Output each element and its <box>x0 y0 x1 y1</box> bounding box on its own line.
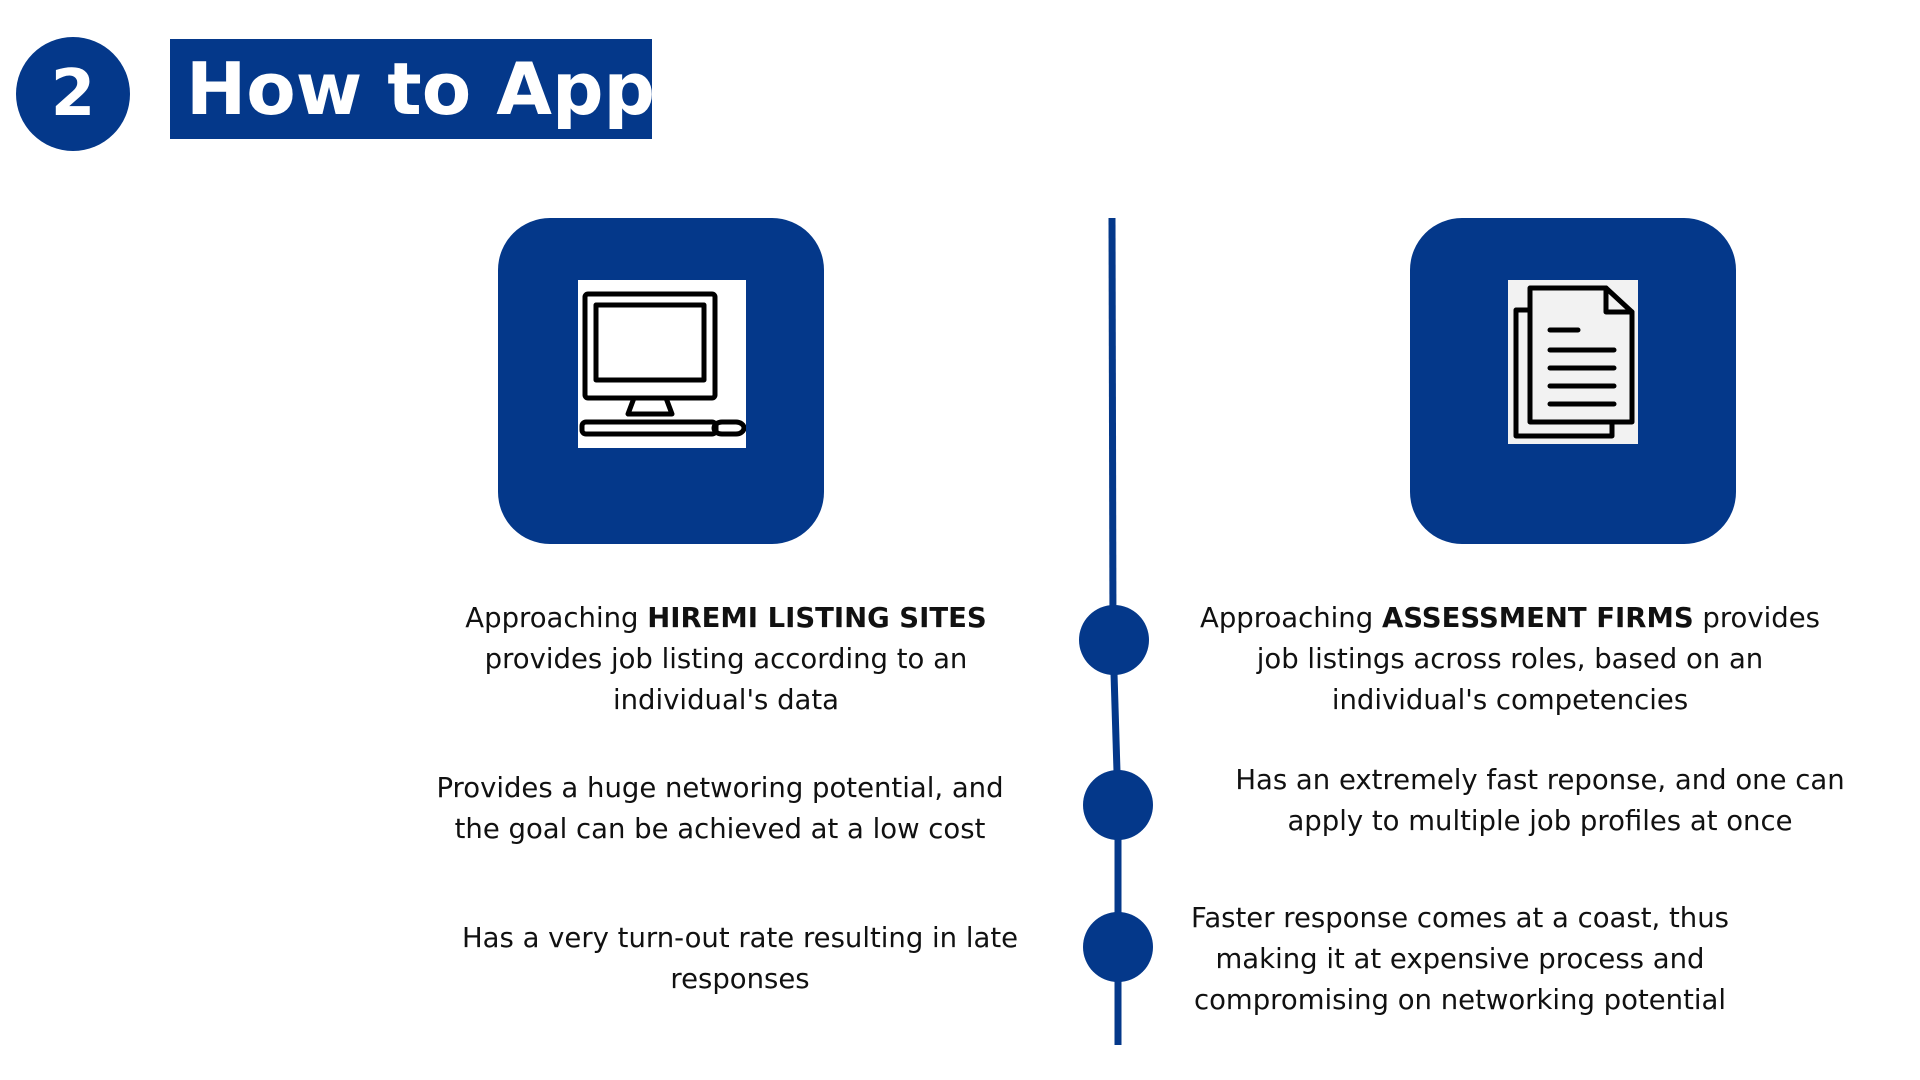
text-line: individual's competencies <box>1331 684 1689 716</box>
assessment-firms-description: Approaching ASSESSMENT FIRMS provides jo… <box>1160 598 1860 721</box>
text-line: Has a very turn-out rate resulting in la… <box>461 922 1019 954</box>
listing-sites-description: Approaching HIREMI LISTING SITES provide… <box>420 598 1032 721</box>
text-line: Faster response comes at a coast, thus <box>1191 902 1729 934</box>
text-line: making it at expensive process and <box>1215 943 1705 975</box>
listing-sites-con: Has a very turn-out rate resulting in la… <box>420 918 1060 1000</box>
text-line: Has an extremely fast reponse, and one c… <box>1235 764 1845 796</box>
text-line: apply to multiple job profiles at once <box>1287 805 1793 837</box>
text-suffix: provides <box>1693 602 1820 634</box>
assessment-firms-pro: Has an extremely fast reponse, and one c… <box>1200 760 1880 842</box>
assessment-firms-con: Faster response comes at a coast, thus m… <box>1150 898 1770 1021</box>
step-number-badge: 2 <box>16 37 130 151</box>
assessment-firms-name: ASSESSMENT FIRMS <box>1381 602 1694 634</box>
text-line: Provides a huge networing potential, and <box>436 772 1004 804</box>
listing-sites-pro: Provides a huge networing potential, and… <box>400 768 1040 850</box>
text-prefix: Approaching <box>1200 602 1382 634</box>
timeline-segment <box>1108 217 1117 641</box>
text-line: individual's data <box>612 684 840 716</box>
listing-sites-card <box>498 218 824 544</box>
timeline-segment <box>1109 639 1122 806</box>
text-line: responses <box>670 963 810 995</box>
listing-sites-name: HIREMI LISTING SITES <box>647 602 987 634</box>
text-prefix: Approaching <box>465 602 648 634</box>
timeline-node-1 <box>1079 605 1149 675</box>
text-line: compromising on networking potential <box>1193 984 1726 1016</box>
text-line: the goal can be achieved at a low cost <box>454 813 986 845</box>
text-line: provides job listing according to an <box>484 643 968 675</box>
page-title: How to Apply <box>170 39 727 139</box>
desktop-computer-icon <box>578 280 746 448</box>
documents-icon <box>1508 280 1638 444</box>
text-line: job listings across roles, based on an <box>1256 643 1764 675</box>
timeline-node-3 <box>1083 912 1153 982</box>
timeline-node-2 <box>1083 770 1153 840</box>
assessment-firms-card <box>1410 218 1736 544</box>
